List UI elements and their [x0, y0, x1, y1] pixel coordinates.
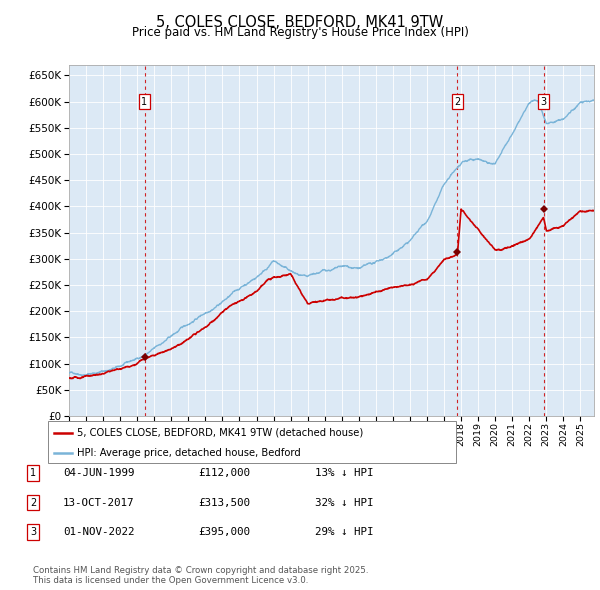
Text: 32% ↓ HPI: 32% ↓ HPI: [315, 498, 373, 507]
FancyBboxPatch shape: [48, 421, 456, 463]
Text: Contains HM Land Registry data © Crown copyright and database right 2025.
This d: Contains HM Land Registry data © Crown c…: [33, 566, 368, 585]
Text: 04-JUN-1999: 04-JUN-1999: [63, 468, 134, 478]
Text: 3: 3: [541, 97, 547, 107]
Text: 5, COLES CLOSE, BEDFORD, MK41 9TW: 5, COLES CLOSE, BEDFORD, MK41 9TW: [157, 15, 443, 30]
Text: 13% ↓ HPI: 13% ↓ HPI: [315, 468, 373, 478]
Text: HPI: Average price, detached house, Bedford: HPI: Average price, detached house, Bedf…: [77, 448, 301, 457]
Text: Price paid vs. HM Land Registry's House Price Index (HPI): Price paid vs. HM Land Registry's House …: [131, 26, 469, 39]
Text: 01-NOV-2022: 01-NOV-2022: [63, 527, 134, 537]
Text: 13-OCT-2017: 13-OCT-2017: [63, 498, 134, 507]
Text: 2: 2: [454, 97, 461, 107]
Text: £313,500: £313,500: [198, 498, 250, 507]
Text: 2: 2: [30, 498, 36, 507]
Text: 29% ↓ HPI: 29% ↓ HPI: [315, 527, 373, 537]
Text: 3: 3: [30, 527, 36, 537]
Text: £395,000: £395,000: [198, 527, 250, 537]
Text: £112,000: £112,000: [198, 468, 250, 478]
Text: 5, COLES CLOSE, BEDFORD, MK41 9TW (detached house): 5, COLES CLOSE, BEDFORD, MK41 9TW (detac…: [77, 428, 363, 438]
Text: 1: 1: [30, 468, 36, 478]
Text: 1: 1: [142, 97, 148, 107]
